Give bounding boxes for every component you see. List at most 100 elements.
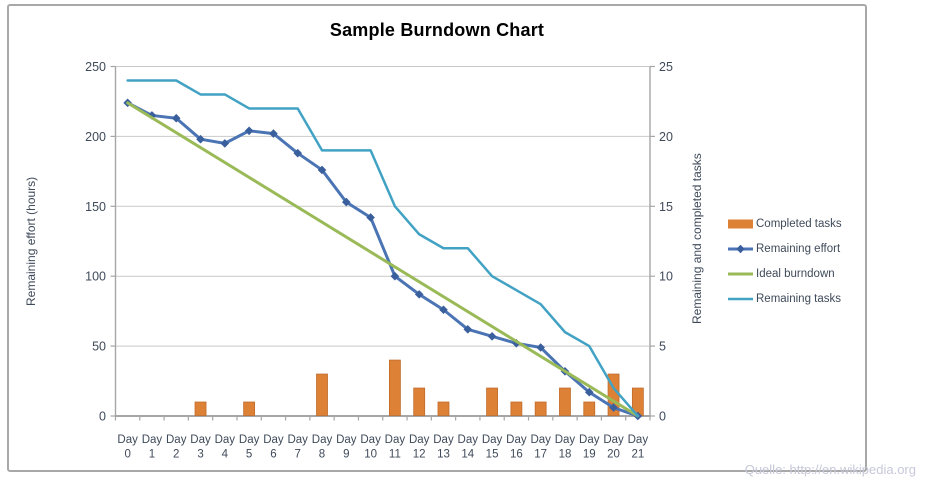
tick-label: 200 [85,130,106,144]
tick-label: 19 [583,449,596,461]
marker-day-20 [609,403,618,412]
tick-label: 0 [659,410,666,424]
tick-label: Day [360,434,381,446]
legend-line-swatch [728,272,753,275]
tick-label: 250 [85,60,106,74]
tick-label: 5 [659,340,666,354]
x-axis-labels: Day 0 Day 1 Day 2 Day 3 Day 4 Day 5 Day 6 Day 7 Day 8 Day 9… [117,434,648,461]
tick-label: 17 [534,449,547,461]
legend-line-swatch [728,297,753,300]
legend-label: Remaining tasks [756,292,842,305]
tick-label: 13 [437,449,450,461]
axis-lines [110,65,655,421]
marker-day-14 [463,325,473,334]
marker-day-4 [220,139,230,148]
left-axis-tick-labels: 250 200 150 100 50 0 [85,60,106,424]
bar-day-19 [583,401,596,416]
tick-label: 15 [486,449,499,461]
marker-day-8 [317,165,327,175]
tick-label: 10 [364,449,377,461]
bar-day-11 [388,359,401,416]
tick-label: 9 [343,449,349,461]
tick-label: 2 [173,449,179,461]
legend-item-completed-tasks: Completed tasks [728,211,842,236]
marker-day-11 [390,271,400,281]
tick-label: 0 [99,410,106,424]
tick-label: Day [530,434,551,446]
tick-label: 5 [246,449,252,461]
line-remaining-tasks [126,79,640,418]
y-gridlines [115,66,650,417]
marker-day-6 [269,129,278,138]
marker-day-5 [244,126,254,136]
tick-label: 12 [413,449,426,461]
tick-label: 16 [510,449,523,461]
bar-day-12 [413,387,426,416]
marker-day-17 [536,343,545,352]
tick-label: Day [166,434,187,446]
bar-day-16 [510,401,523,416]
tick-label: Day [603,434,624,446]
tick-label: 20 [659,130,673,144]
left-axis-title: Remaining effort (hours) [24,176,38,306]
tick-label: Day [482,434,503,446]
bar-day-3 [194,401,207,416]
marker-day-7 [293,148,303,158]
marker-day-19 [584,387,594,397]
tick-label: 20 [607,449,620,461]
legend-label: Ideal burndown [756,267,835,280]
marker-day-16 [512,339,521,348]
tick-label: 14 [461,449,474,461]
marker-day-3 [196,134,205,144]
tick-label: Day [579,434,600,446]
bar-day-18 [559,387,571,416]
tick-label: 150 [85,200,106,214]
legend-label: Remaining effort [756,242,841,255]
tick-label: Day [506,434,527,446]
bar-day-15 [486,387,498,416]
line-ideal-burndown [126,101,640,418]
marker-day-15 [487,332,497,341]
tick-label: 11 [389,449,401,461]
tick-label: 15 [659,200,673,214]
tick-label: 10 [659,270,673,284]
tick-label: Day [239,434,260,446]
legend: Completed tasks Remaining effort Ideal bur… [728,211,842,311]
tick-label: 50 [92,340,106,354]
tick-label: Day [433,434,454,446]
legend-item-remaining-effort: Remaining effort [728,236,842,261]
marker-day-10 [366,213,375,222]
legend-label: Completed tasks [756,217,842,230]
bar-day-8 [316,373,328,416]
legend-item-remaining-tasks: Remaining tasks [728,286,842,311]
tick-label: Day [385,434,406,446]
tick-label: Day [555,434,576,446]
tick-label: Day [628,434,649,446]
legend-bar-swatch [728,219,753,228]
tick-label: 100 [85,270,106,284]
tick-label: 21 [631,449,644,461]
tick-label: Day [336,434,357,446]
tick-label: 1 [149,449,155,461]
right-axis-title: Remaining and completed tasks [690,153,704,325]
right-axis-tick-labels: 25 20 15 10 5 0 [659,60,673,424]
marker-day-12 [414,290,424,299]
tick-label: 0 [124,449,130,461]
marker-day-9 [342,197,351,207]
tick-label: Day [287,434,308,446]
marker-day-2 [171,113,181,123]
tick-label: 4 [222,449,229,461]
tick-label: Day [312,434,333,446]
source-note: Quelle: http://en.wikipedia.org [744,462,916,477]
bars-completed-tasks [194,359,644,416]
tick-label: 3 [197,449,203,461]
tick-label: 6 [270,449,276,461]
tick-label: Day [458,434,479,446]
tick-label: Day [409,434,430,446]
tick-label: 25 [659,60,673,74]
bar-day-17 [534,401,547,416]
tick-label: 7 [295,449,301,461]
bar-day-5 [243,401,256,416]
